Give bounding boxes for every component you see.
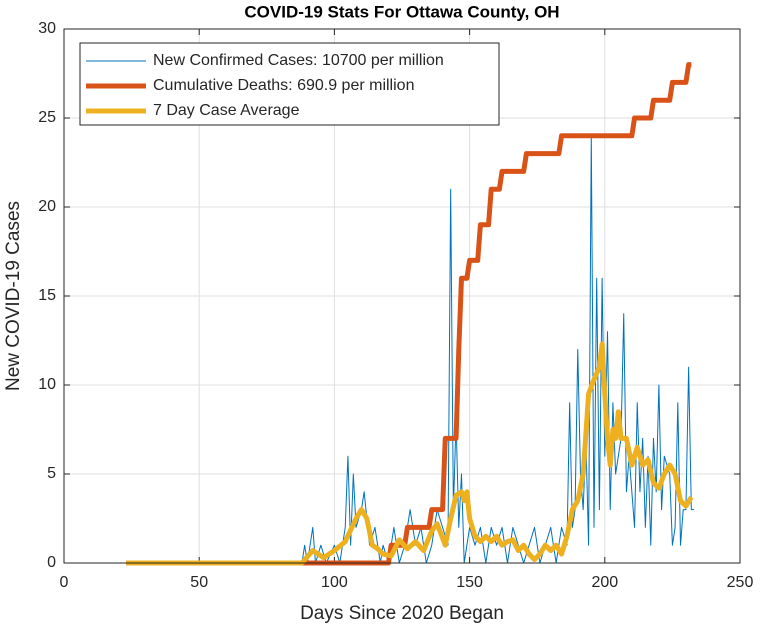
y-tick-label: 0 bbox=[47, 554, 56, 571]
x-tick-label: 0 bbox=[60, 574, 69, 591]
series-line bbox=[126, 62, 692, 566]
y-tick-label: 5 bbox=[47, 465, 56, 482]
legend-label: New Confirmed Cases: 10700 per million bbox=[153, 52, 444, 69]
y-tick-label: 25 bbox=[38, 109, 56, 126]
x-tick-label: 50 bbox=[190, 574, 208, 591]
x-axis-label: Days Since 2020 Began bbox=[300, 603, 504, 624]
legend-box bbox=[79, 42, 500, 126]
plot-frame bbox=[63, 28, 741, 564]
y-tick-label: 10 bbox=[38, 376, 56, 393]
legend-label: 7 Day Case Average bbox=[153, 102, 300, 119]
x-tick-label: 100 bbox=[321, 574, 348, 591]
y-tick-label: 15 bbox=[38, 287, 56, 304]
y-axis-label: New COVID-19 Cases bbox=[3, 201, 24, 391]
x-tick-label: 200 bbox=[591, 574, 618, 591]
series-line bbox=[126, 341, 694, 566]
legend-label: Cumulative Deaths: 690.9 per million bbox=[153, 77, 414, 94]
y-tick-label: 30 bbox=[38, 20, 56, 37]
y-tick-label: 20 bbox=[38, 198, 56, 215]
chart-title: COVID-19 Stats For Ottawa County, OH bbox=[244, 2, 559, 21]
x-tick-label: 250 bbox=[727, 574, 754, 591]
x-tick-label: 150 bbox=[456, 574, 483, 591]
